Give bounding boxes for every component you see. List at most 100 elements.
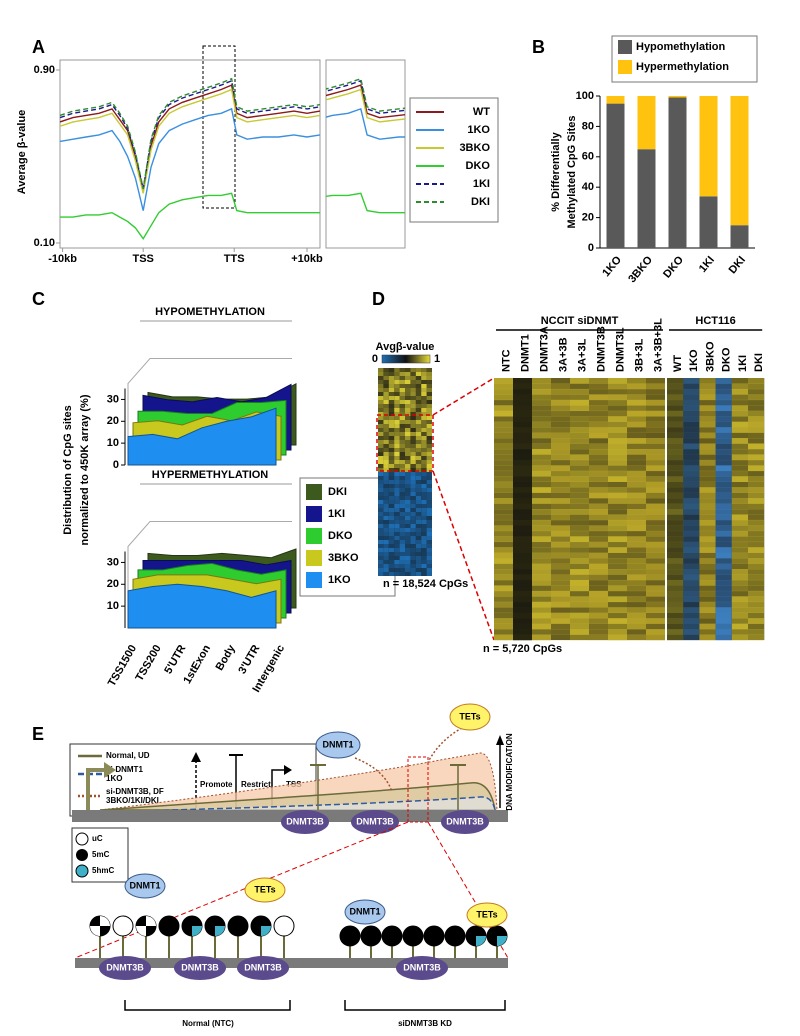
heatmap-cell bbox=[410, 512, 416, 516]
heatmap-cell bbox=[388, 372, 395, 376]
y-tick-label: 40 bbox=[582, 181, 594, 193]
heatmap-cell bbox=[667, 541, 684, 548]
legend-text: Restrict bbox=[241, 780, 271, 789]
legend-label: 1KI bbox=[328, 508, 345, 520]
heatmap-cell bbox=[513, 394, 532, 401]
heatmap-cell bbox=[378, 552, 384, 556]
heatmap-cell bbox=[608, 541, 627, 548]
heatmap-cell bbox=[494, 563, 513, 570]
series-line bbox=[60, 77, 320, 190]
heatmap-cell bbox=[608, 509, 627, 515]
heatmap-cell bbox=[731, 503, 748, 510]
heatmap-cell bbox=[608, 388, 627, 395]
legend-label: 3BKO bbox=[328, 552, 359, 564]
legend-text: Normal, UD bbox=[106, 751, 150, 760]
heatmap-cell bbox=[394, 500, 400, 504]
heatmap-cell bbox=[715, 481, 732, 488]
heatmap-cell bbox=[394, 432, 400, 436]
heatmap-cell bbox=[388, 516, 395, 520]
heatmap-cell bbox=[383, 480, 389, 484]
heatmap-cell bbox=[405, 544, 411, 548]
column-label: DNMT3L bbox=[614, 327, 626, 372]
heatmap-cell bbox=[646, 541, 665, 548]
heatmap-cell bbox=[421, 472, 427, 476]
bar-segment bbox=[637, 96, 656, 150]
heatmap-cell bbox=[494, 405, 513, 412]
heatmap-cell bbox=[551, 481, 570, 488]
heatmap-cell bbox=[399, 556, 405, 560]
heatmap-cell bbox=[388, 388, 395, 392]
heatmap-cell bbox=[683, 541, 700, 548]
heatmap-cell bbox=[551, 378, 570, 384]
heatmap-cell bbox=[394, 420, 400, 424]
panel-label: C bbox=[32, 289, 45, 309]
inset-line bbox=[326, 88, 405, 123]
heatmap-cell bbox=[608, 601, 627, 608]
heatmap-cell bbox=[532, 383, 551, 390]
count-label: n = 5,720 CpGs bbox=[483, 643, 562, 655]
heatmap-cell bbox=[699, 498, 716, 504]
heatmap-cell bbox=[399, 516, 405, 520]
heatmap-cell bbox=[667, 378, 684, 384]
heatmap-cell bbox=[551, 438, 570, 444]
heatmap-cell bbox=[513, 481, 532, 488]
heatmap-cell bbox=[570, 514, 589, 521]
heatmap-cell bbox=[378, 560, 384, 564]
y-axis-label: % Differentially bbox=[550, 131, 562, 211]
heatmap-cell bbox=[410, 384, 416, 388]
legend-label: DKI bbox=[471, 196, 490, 208]
heatmap-cell bbox=[667, 421, 684, 428]
heatmap-cell bbox=[608, 481, 627, 488]
heatmap-cell bbox=[388, 396, 395, 400]
heatmap-cell bbox=[415, 508, 422, 512]
heatmap-cell bbox=[715, 448, 732, 455]
heatmap-cell bbox=[426, 444, 432, 448]
heatmap-cell bbox=[589, 476, 608, 483]
heatmap-cell bbox=[399, 464, 405, 468]
heatmap-cell bbox=[532, 394, 551, 401]
heatmap-cell bbox=[627, 569, 646, 575]
heatmap-cell bbox=[608, 552, 627, 559]
heatmap-cell bbox=[551, 410, 570, 417]
heatmap-cell bbox=[683, 519, 700, 526]
heatmap-cell bbox=[383, 424, 389, 428]
legend-swatch bbox=[306, 484, 322, 500]
heatmap-cell bbox=[426, 544, 432, 548]
heatmap-cell bbox=[667, 459, 684, 466]
legend-text: si-DNMT1 bbox=[106, 765, 143, 774]
panel-label: A bbox=[32, 37, 45, 57]
heatmap-cell bbox=[570, 530, 589, 537]
heatmap-cell bbox=[383, 388, 389, 392]
heatmap-cell bbox=[667, 470, 684, 477]
zoom-box bbox=[376, 414, 434, 472]
heatmap-cell bbox=[532, 503, 551, 510]
heatmap-cell bbox=[683, 596, 700, 603]
y-tick-label: 0 bbox=[113, 459, 119, 471]
heatmap-cell bbox=[410, 476, 416, 480]
heatmap-cell bbox=[699, 421, 716, 428]
heatmap-cell bbox=[388, 408, 395, 412]
heatmap-cell bbox=[410, 540, 416, 544]
heatmap-cell bbox=[394, 372, 400, 376]
heatmap-cell bbox=[570, 421, 589, 428]
heatmap-cell bbox=[426, 512, 432, 516]
heatmap-cell bbox=[570, 481, 589, 488]
heatmap-cell bbox=[570, 492, 589, 499]
heatmap-cell bbox=[378, 456, 384, 460]
heatmap-cell bbox=[731, 443, 748, 450]
heatmap-cell bbox=[388, 428, 395, 432]
heatmap-cell bbox=[683, 552, 700, 559]
heatmap-cell bbox=[513, 563, 532, 570]
heatmap-cell bbox=[551, 383, 570, 390]
heatmap-cell bbox=[421, 544, 427, 548]
heatmap-cell bbox=[513, 525, 532, 532]
heatmap-cell bbox=[394, 496, 400, 500]
heatmap-cell bbox=[383, 380, 389, 384]
heatmap-cell bbox=[421, 412, 427, 416]
heatmap-cell bbox=[405, 392, 411, 396]
heatmap-cell bbox=[646, 563, 665, 570]
heatmap-cell bbox=[731, 476, 748, 483]
heatmap-cell bbox=[570, 590, 589, 597]
heatmap-cell bbox=[394, 488, 400, 492]
heatmap-cell bbox=[388, 460, 395, 464]
